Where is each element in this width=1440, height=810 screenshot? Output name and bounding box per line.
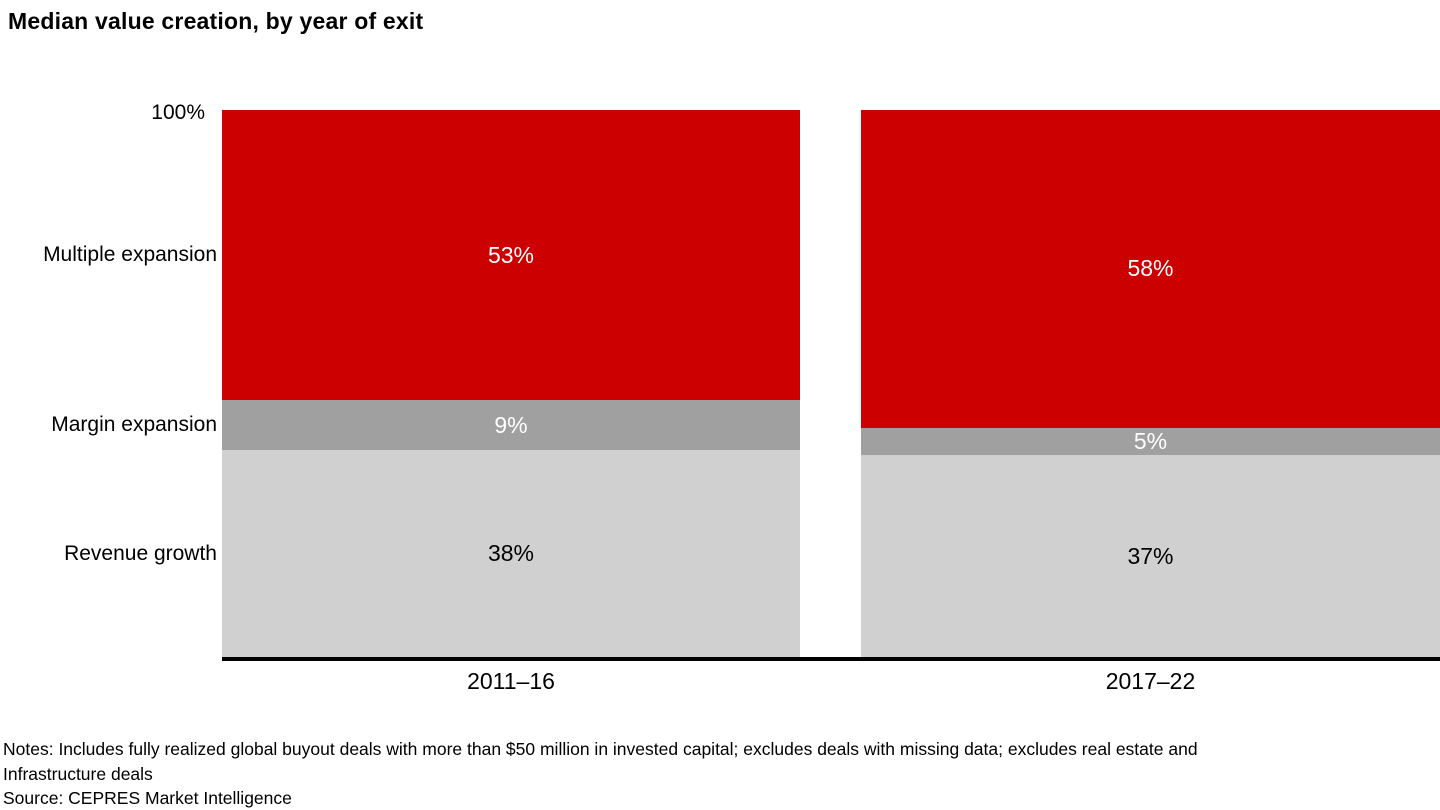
bar-segment: 5% (861, 427, 1440, 456)
bar-segment: 9% (222, 400, 800, 450)
segment-value-label: 53% (487, 241, 535, 268)
segment-value-label: 58% (1127, 255, 1174, 282)
x-axis-label: 2011–16 (467, 668, 555, 694)
notes-text-line1: Notes: Includes fully realized global bu… (3, 739, 1198, 759)
y-axis-top-tick-label: 100% (151, 101, 205, 124)
segment-value-label: 9% (494, 411, 528, 438)
segment-value-label: 38% (487, 540, 535, 567)
stacked-bar: 58% 5% 37% (861, 110, 1440, 658)
segment-value-label: 5% (1133, 428, 1168, 455)
footer: Notes: Includes fully realized global bu… (3, 737, 1198, 810)
stacked-bar: 53% 9% 38% (222, 110, 800, 658)
bar-segment: 58% (861, 110, 1440, 428)
bar-segment: 37% (861, 455, 1440, 658)
x-axis-line (222, 657, 1440, 661)
series-label: Multiple expansion (43, 243, 217, 267)
bar-segment: 38% (222, 449, 800, 658)
x-axis-label: 2017–22 (1105, 668, 1196, 694)
source-text: Source: CEPRES Market Intelligence (3, 788, 292, 808)
notes-text-line2: Infrastructure deals (3, 763, 153, 784)
segment-value-label: 37% (1127, 543, 1174, 570)
series-label: Margin expansion (51, 413, 217, 437)
bar-segment: 53% (222, 110, 800, 401)
series-label: Revenue growth (64, 541, 217, 565)
plot-area: 53% 9% 38% 58% 5% 37% (0, 110, 1440, 658)
chart-title: Median value creation, by year of exit (8, 8, 424, 34)
